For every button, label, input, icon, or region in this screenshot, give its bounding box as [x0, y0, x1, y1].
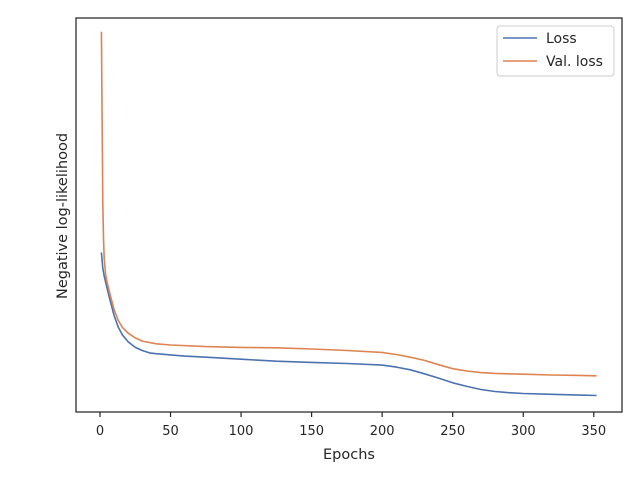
x-tick-label: 150 [299, 424, 324, 439]
x-tick-label: 100 [229, 424, 254, 439]
plot-frame [75, 17, 623, 413]
x-tick-label: 50 [162, 424, 179, 439]
x-axis-ticks: 0 50 100 150 200 250 300 350 [96, 412, 606, 439]
series-layer [100, 31, 597, 397]
x-tick-label: 200 [370, 424, 395, 439]
y-axis-label: Negative log-likelihood [55, 133, 71, 299]
legend: Loss Val. loss [496, 25, 615, 77]
legend-label-loss: Loss [546, 31, 577, 47]
plot-background [76, 18, 622, 412]
legend-label-val-loss: Val. loss [546, 54, 603, 70]
x-tick-label: 250 [440, 424, 465, 439]
x-axis-label: Epochs [323, 447, 375, 463]
x-tick-label: 300 [511, 424, 536, 439]
x-tick-label: 0 [96, 424, 104, 439]
x-tick-label: 350 [581, 424, 606, 439]
series-line-loss [100, 252, 597, 397]
series-line-val-loss [100, 31, 597, 377]
